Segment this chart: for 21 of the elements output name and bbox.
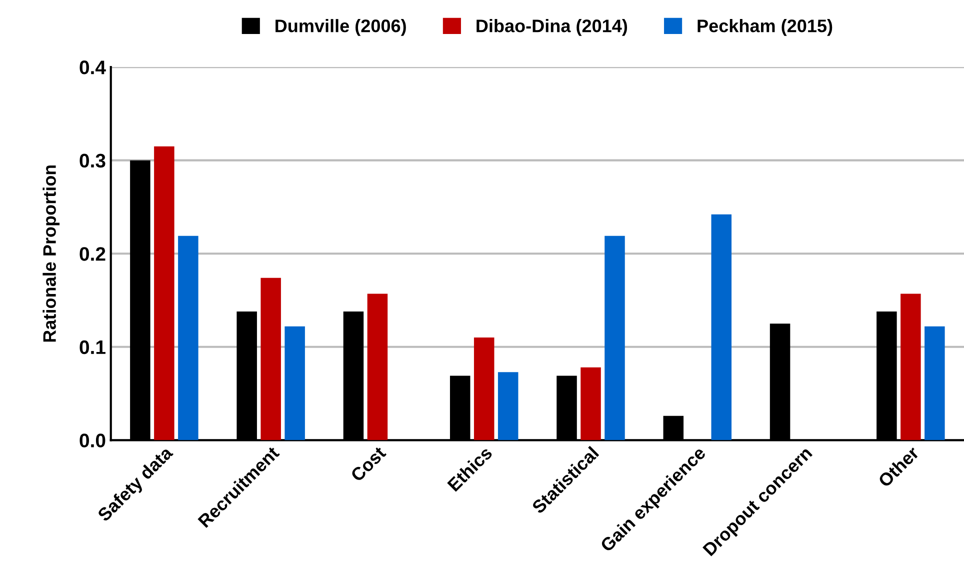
y-tick-label: 0.3 xyxy=(80,154,106,168)
bar xyxy=(154,146,174,440)
bar xyxy=(367,294,388,440)
bar xyxy=(924,326,945,440)
legend-label: Dibao-Dina (2014) xyxy=(476,19,628,36)
bar xyxy=(498,372,518,440)
y-tick-label: 0.0 xyxy=(80,434,106,448)
bar xyxy=(178,236,198,440)
bar xyxy=(260,278,281,440)
bar xyxy=(580,367,601,440)
legend-label: Dumville (2006) xyxy=(276,19,406,36)
y-tick-label: 0.4 xyxy=(80,60,106,74)
y-tick-label: 0.2 xyxy=(80,247,106,261)
y-tick-label: 0.1 xyxy=(80,340,106,354)
y-axis-title: Rationale Proportion xyxy=(42,165,60,342)
bar xyxy=(284,326,305,440)
bar xyxy=(900,294,921,440)
bar xyxy=(474,338,494,440)
bar xyxy=(604,236,625,440)
bar xyxy=(711,214,732,440)
legend-label: Peckham (2015) xyxy=(698,19,832,36)
